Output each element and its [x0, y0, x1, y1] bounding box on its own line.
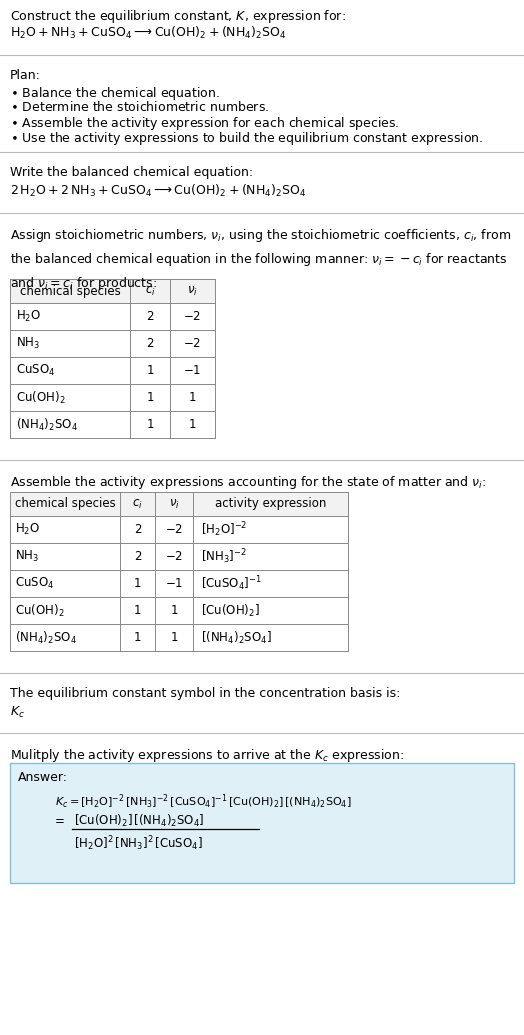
Text: $[\mathrm{H_2O}]^2\,[\mathrm{NH_3}]^2\,[\mathrm{CuSO_4}]$: $[\mathrm{H_2O}]^2\,[\mathrm{NH_3}]^2\,[…	[74, 834, 203, 853]
Text: $=$: $=$	[52, 814, 65, 826]
Text: $-2$: $-2$	[165, 523, 183, 536]
Text: Mulitply the activity expressions to arrive at the $K_c$ expression:: Mulitply the activity expressions to arr…	[10, 747, 405, 764]
Text: $-1$: $-1$	[183, 364, 202, 377]
Text: $[\mathrm{Cu(OH)_2}]\,[(\mathrm{NH_4})_2\mathrm{SO_4}]$: $[\mathrm{Cu(OH)_2}]\,[(\mathrm{NH_4})_2…	[74, 814, 204, 829]
Text: $\mathrm{Cu(OH)_2}$: $\mathrm{Cu(OH)_2}$	[16, 389, 66, 406]
Text: $c_i$: $c_i$	[145, 285, 155, 297]
Text: $\mathrm{(NH_4)_2SO_4}$: $\mathrm{(NH_4)_2SO_4}$	[15, 629, 77, 646]
Text: $\mathrm{CuSO_4}$: $\mathrm{CuSO_4}$	[16, 363, 55, 378]
Text: Plan:: Plan:	[10, 69, 41, 82]
Bar	[10, 279, 215, 303]
Text: 1: 1	[189, 391, 196, 404]
Text: 2: 2	[134, 523, 141, 536]
Text: 1: 1	[146, 364, 154, 377]
Text: $\mathrm{Cu(OH)_2}$: $\mathrm{Cu(OH)_2}$	[15, 602, 64, 619]
Bar	[10, 763, 514, 883]
Text: $-2$: $-2$	[183, 310, 202, 323]
Text: 2: 2	[146, 310, 154, 323]
Text: Assemble the activity expressions accounting for the state of matter and $\nu_i$: Assemble the activity expressions accoun…	[10, 474, 486, 491]
Text: $\mathrm{H_2O}$: $\mathrm{H_2O}$	[16, 309, 41, 324]
Text: $\mathrm{(NH_4)_2SO_4}$: $\mathrm{(NH_4)_2SO_4}$	[16, 416, 78, 433]
Text: The equilibrium constant symbol in the concentration basis is:: The equilibrium constant symbol in the c…	[10, 687, 400, 700]
Text: $[\mathrm{H_2O}]^{-2}$: $[\mathrm{H_2O}]^{-2}$	[201, 521, 247, 539]
Text: 2: 2	[134, 550, 141, 563]
Text: $[\mathrm{NH_3}]^{-2}$: $[\mathrm{NH_3}]^{-2}$	[201, 548, 247, 566]
Text: 1: 1	[134, 576, 141, 590]
Text: 1: 1	[170, 631, 178, 644]
Text: $\mathrm{H_2O}$: $\mathrm{H_2O}$	[15, 522, 40, 537]
Bar	[10, 492, 348, 516]
Text: $\bullet$ Determine the stoichiometric numbers.: $\bullet$ Determine the stoichiometric n…	[10, 100, 269, 114]
Text: $\mathrm{NH_3}$: $\mathrm{NH_3}$	[16, 336, 40, 351]
Text: $[(\mathrm{NH_4})_2\mathrm{SO_4}]$: $[(\mathrm{NH_4})_2\mathrm{SO_4}]$	[201, 629, 272, 646]
Text: $-1$: $-1$	[165, 576, 183, 590]
Text: $-2$: $-2$	[183, 337, 202, 350]
Text: $K_c$: $K_c$	[10, 705, 25, 720]
Text: 1: 1	[134, 604, 141, 617]
Text: Construct the equilibrium constant, $K$, expression for:: Construct the equilibrium constant, $K$,…	[10, 8, 346, 25]
Text: $\bullet$ Balance the chemical equation.: $\bullet$ Balance the chemical equation.	[10, 85, 220, 102]
Text: $\nu_i$: $\nu_i$	[169, 498, 179, 510]
Text: 1: 1	[170, 604, 178, 617]
Text: activity expression: activity expression	[215, 498, 326, 510]
Text: $[\mathrm{Cu(OH)_2}]$: $[\mathrm{Cu(OH)_2}]$	[201, 602, 260, 619]
Text: $[\mathrm{CuSO_4}]^{-1}$: $[\mathrm{CuSO_4}]^{-1}$	[201, 574, 261, 593]
Text: $\bullet$ Use the activity expressions to build the equilibrium constant express: $\bullet$ Use the activity expressions t…	[10, 130, 483, 147]
Text: Answer:: Answer:	[18, 771, 68, 783]
Text: Assign stoichiometric numbers, $\nu_i$, using the stoichiometric coefficients, $: Assign stoichiometric numbers, $\nu_i$, …	[10, 227, 511, 293]
Text: 2: 2	[146, 337, 154, 350]
Text: $\bullet$ Assemble the activity expression for each chemical species.: $\bullet$ Assemble the activity expressi…	[10, 115, 399, 132]
Text: chemical species: chemical species	[15, 498, 115, 510]
Text: $\mathrm{CuSO_4}$: $\mathrm{CuSO_4}$	[15, 575, 54, 591]
Text: 1: 1	[146, 418, 154, 431]
Text: $\mathrm{NH_3}$: $\mathrm{NH_3}$	[15, 549, 39, 564]
Text: $-2$: $-2$	[165, 550, 183, 563]
Text: 1: 1	[134, 631, 141, 644]
Text: $c_i$: $c_i$	[132, 498, 143, 510]
Text: Write the balanced chemical equation:: Write the balanced chemical equation:	[10, 166, 253, 179]
Text: chemical species: chemical species	[19, 285, 121, 297]
Text: $\mathrm{H_2O + NH_3 + CuSO_4 \longrightarrow Cu(OH)_2 + (NH_4)_2SO_4}$: $\mathrm{H_2O + NH_3 + CuSO_4 \longright…	[10, 25, 287, 41]
Text: 1: 1	[189, 418, 196, 431]
Text: $2\,\mathrm{H_2O} + 2\,\mathrm{NH_3} + \mathrm{CuSO_4} \longrightarrow \mathrm{C: $2\,\mathrm{H_2O} + 2\,\mathrm{NH_3} + \…	[10, 183, 307, 199]
Text: 1: 1	[146, 391, 154, 404]
Text: $K_c = [\mathrm{H_2O}]^{-2}\,[\mathrm{NH_3}]^{-2}\,[\mathrm{CuSO_4}]^{-1}\,[\mat: $K_c = [\mathrm{H_2O}]^{-2}\,[\mathrm{NH…	[55, 793, 352, 811]
Text: $\nu_i$: $\nu_i$	[187, 285, 198, 297]
